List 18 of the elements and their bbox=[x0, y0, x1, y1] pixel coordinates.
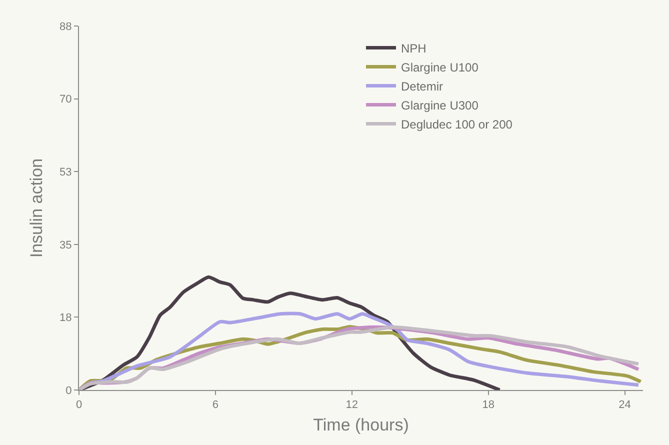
y-tick-label: 70 bbox=[60, 94, 72, 106]
x-tick-label: 24 bbox=[618, 399, 631, 412]
y-tick-label: 88 bbox=[60, 20, 72, 33]
y-axis-title: Insulin action bbox=[27, 158, 46, 258]
y-tick-label: 35 bbox=[60, 239, 72, 252]
legend-label: Detemir bbox=[401, 79, 444, 94]
y-tick-label: 18 bbox=[60, 312, 72, 324]
y-tick-label: 0 bbox=[66, 384, 72, 397]
legend-label: Glargine U100 bbox=[401, 60, 479, 74]
x-tick-label: 6 bbox=[212, 399, 219, 412]
legend-label: Glargine U300 bbox=[401, 98, 479, 112]
legend-label: NPH bbox=[401, 41, 426, 56]
x-tick-label: 12 bbox=[346, 399, 358, 412]
y-tick-label: 53 bbox=[60, 166, 72, 178]
x-tick-label: 0 bbox=[76, 399, 82, 412]
x-axis-title: Time (hours) bbox=[313, 416, 409, 435]
x-tick-label: 18 bbox=[482, 399, 494, 412]
legend-label: Degludec 100 or 200 bbox=[401, 117, 513, 132]
